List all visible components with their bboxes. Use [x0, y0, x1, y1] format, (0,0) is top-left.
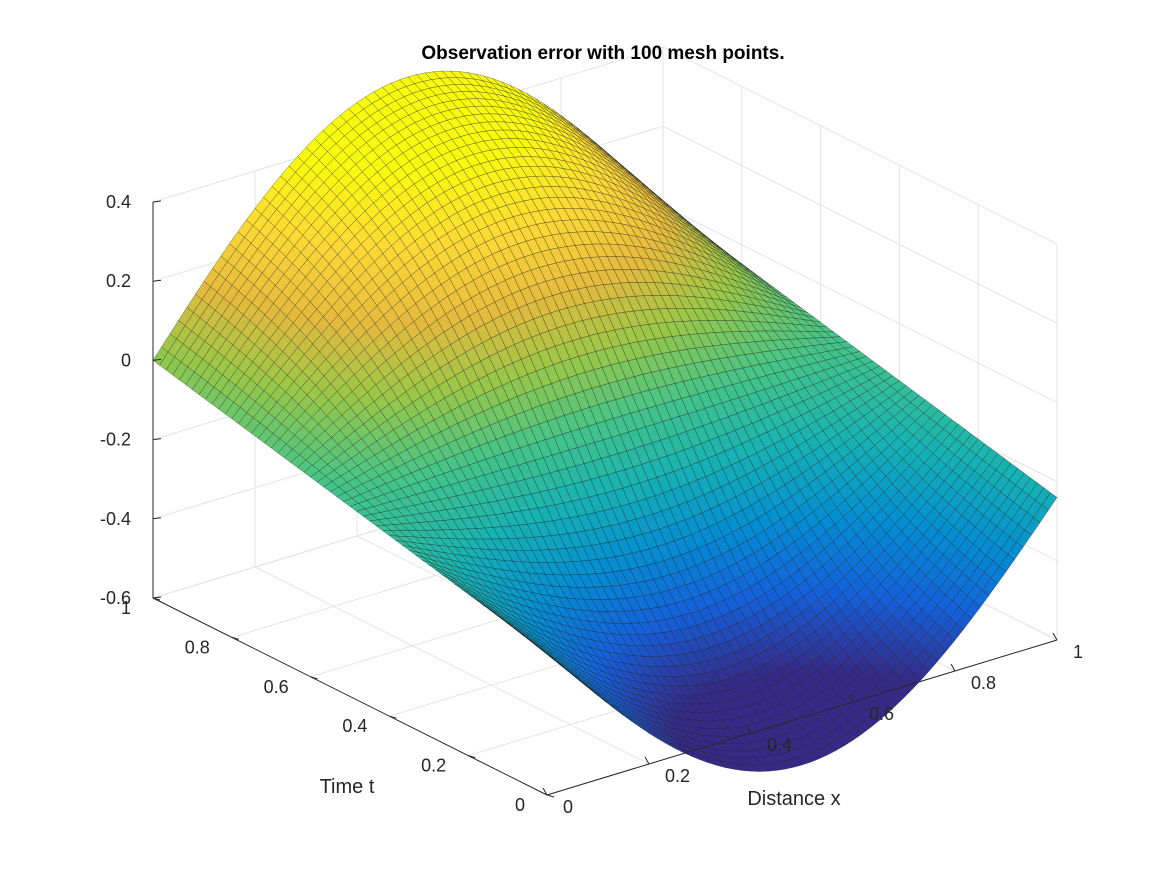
t-tick-label: 0.4 — [342, 716, 367, 736]
x-tick-label: 0.6 — [869, 704, 894, 724]
z-tick-label: 0.2 — [106, 271, 131, 291]
grid-line — [662, 204, 1058, 403]
grid-line — [662, 125, 1058, 324]
grid-line — [254, 566, 650, 765]
t-tick-label: 0.8 — [185, 637, 210, 657]
t-tick-label: 0.2 — [421, 756, 446, 776]
t-axis-label: Time t — [320, 776, 375, 798]
t-tick-label: 1 — [121, 598, 131, 618]
x-tick-label: 0.4 — [767, 735, 792, 755]
z-tick-label: -0.2 — [100, 430, 131, 450]
t-tick-label: 0.6 — [264, 677, 289, 697]
grid-line — [662, 46, 1058, 245]
x-tick-label: 0.2 — [665, 766, 690, 786]
surface-mesh — [152, 70, 1058, 772]
z-tick-label: -0.4 — [100, 509, 131, 529]
chart-title: Observation error with 100 mesh points. — [421, 43, 784, 64]
x-tick-label: 0.8 — [971, 673, 996, 693]
x-axis-label: Distance x — [747, 788, 840, 810]
x-tick-label: 0 — [563, 797, 573, 817]
z-tick-label: 0 — [121, 350, 131, 370]
z-tick-label: 0.4 — [106, 192, 131, 212]
x-tick-label: 1 — [1073, 642, 1083, 662]
t-tick-label: 0 — [515, 795, 525, 815]
